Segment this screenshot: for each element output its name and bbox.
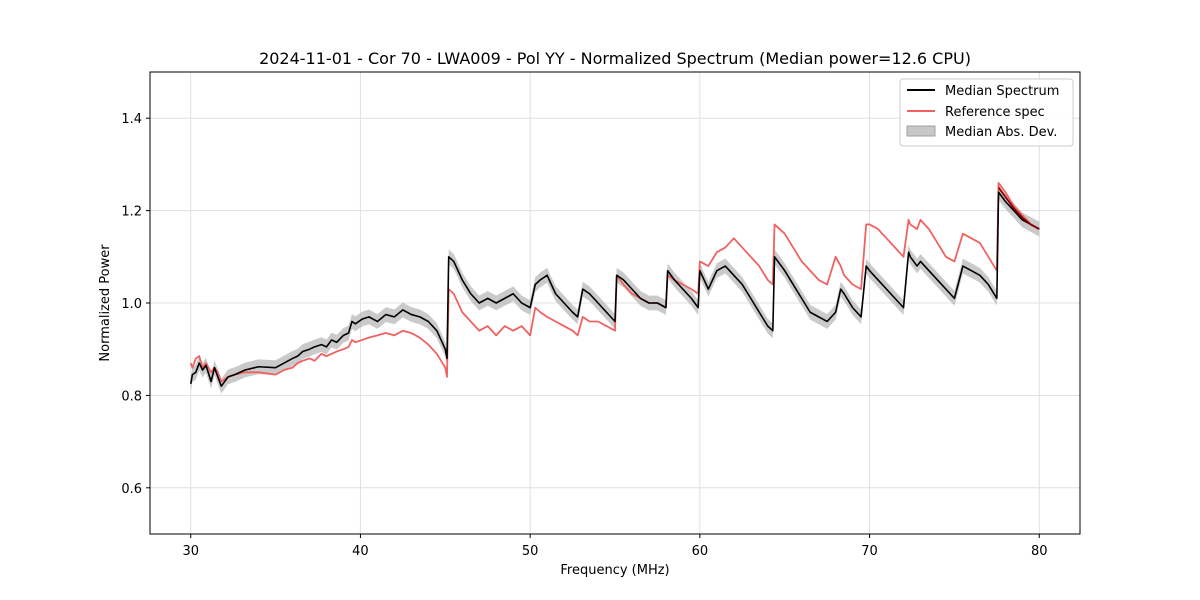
x-axis-label: Frequency (MHz) [560,563,669,578]
y-tick-label: 1.4 [121,112,142,127]
x-tick-label: 50 [522,544,539,559]
legend: Median Spectrum Reference spec Median Ab… [899,78,1074,147]
x-tick-label: 60 [692,544,709,559]
series-overlap-line [997,186,1040,230]
y-axis-label: Normalized Power [98,244,113,362]
legend-swatch-mad [906,125,936,137]
axes: 30 40 50 60 70 80 0.6 0.8 1.0 1.2 1.4 [121,112,1047,559]
legend-box [899,78,1074,147]
mad-band [190,184,1040,394]
legend-label-reference: Reference spec [945,105,1045,120]
x-tick-label: 40 [352,544,369,559]
y-tick-label: 1.0 [121,297,142,312]
x-tick-label: 70 [861,544,878,559]
x-tick-label: 80 [1031,544,1048,559]
y-tick-label: 0.8 [121,389,142,404]
series-reference-line [189,181,1040,383]
series-median-line [189,191,1040,387]
legend-label-median: Median Spectrum [945,84,1059,99]
data-layer [189,181,1040,394]
x-tick-label: 30 [182,544,199,559]
chart-title: 2024-11-01 - Cor 70 - LWA009 - Pol YY - … [259,49,971,68]
legend-label-mad: Median Abs. Dev. [945,125,1057,140]
y-tick-label: 1.2 [121,205,142,220]
y-tick-label: 0.6 [121,482,142,497]
